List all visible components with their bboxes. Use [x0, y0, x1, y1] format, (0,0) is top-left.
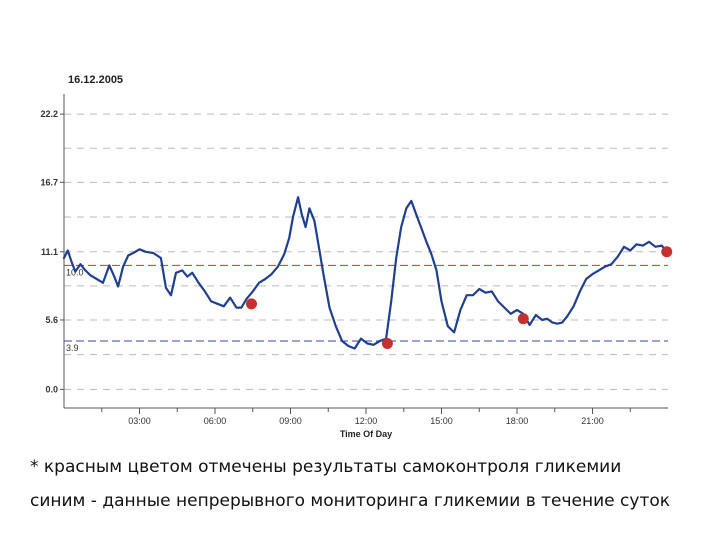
x-tick-label: 21:00: [581, 416, 604, 426]
cgm-line: [62, 196, 668, 350]
self-check-point: [245, 298, 257, 310]
threshold-label: 3.9: [66, 343, 79, 353]
x-axis-label: Time Of Day: [340, 429, 392, 439]
x-tick-label: 03:00: [128, 416, 151, 426]
threshold-lines: 10.03.9: [64, 264, 668, 353]
x-tick-label: 18:00: [506, 416, 529, 426]
x-tick-label: 06:00: [204, 416, 227, 426]
self-check-point: [381, 338, 393, 350]
y-tick-label: 0.0: [45, 384, 58, 394]
self-check-point: [661, 246, 673, 258]
grid: [64, 113, 668, 390]
y-tick-label: 16.7: [40, 177, 58, 187]
x-tick-label: 12:00: [355, 416, 378, 426]
y-tick-label: 5.6: [45, 315, 58, 325]
note-red-markers: * красным цветом отмечены результаты сам…: [30, 457, 622, 477]
x-tick-label: 09:00: [279, 416, 302, 426]
self-check-point: [517, 313, 529, 325]
tick-labels: 22.2 16.7 11.1 5.6 0.0 03:00 06:00 09:00 12:00 15…: [40, 109, 603, 439]
note-blue-line: синим - данные непрерывного мониторинга …: [30, 491, 671, 511]
chart-title: 16.12.2005: [68, 74, 124, 86]
series: [62, 196, 673, 350]
y-tick-label: 11.1: [41, 247, 58, 257]
glucose-chart: 10.03.9 22.2 16.7 11.1 5.6 0.0 03:00 06:00 09:0…: [40, 94, 673, 439]
x-tick-label: 15:00: [430, 416, 453, 426]
axes: [60, 94, 668, 414]
y-tick-label: 22.2: [40, 109, 58, 119]
